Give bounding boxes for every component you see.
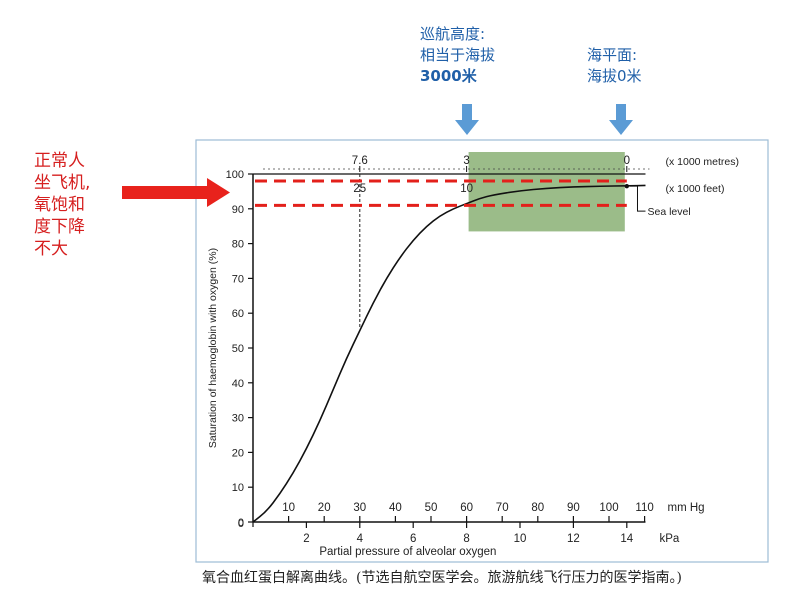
mmhg-tick-label: 100 <box>599 502 618 514</box>
y-tick-label: 90 <box>232 204 244 216</box>
passenger-annotation-line3: 氧饱和 <box>34 195 85 215</box>
y-tick-label: 0 <box>238 517 244 529</box>
sea-level-label: Sea level <box>647 206 690 218</box>
mmhg-tick-label: 30 <box>353 502 366 514</box>
y-axis-label: Saturation of haemoglobin with oxygen (%… <box>207 248 219 448</box>
mmhg-tick-label: 40 <box>389 502 402 514</box>
kpa-unit-label: kPa <box>659 533 679 545</box>
metres-tick-label: 3 <box>463 155 469 167</box>
sea-level-pointer <box>629 185 646 212</box>
metres-tick-label: 7.6 <box>352 155 368 167</box>
figure-caption: 氧合血红蛋白解离曲线。(节选自航空医学会。旅游航线飞行压力的医学指南。) <box>202 570 682 586</box>
y-tick-label: 10 <box>232 482 244 494</box>
cruise-annotation-line2: 相当于海拔 <box>420 46 496 64</box>
feet-unit-label: (x 1000 feet) <box>665 183 724 195</box>
mmhg-tick-label: 110 <box>635 502 653 514</box>
kpa-tick-label: 14 <box>620 533 633 545</box>
passenger-annotation-line2: 坐飞机, <box>34 173 91 193</box>
y-tick-label: 30 <box>232 413 244 425</box>
cruise-altitude-annotation: 巡航高度: 相当于海拔 3000米 <box>420 24 495 87</box>
metres-tick-label: 0 <box>624 155 630 167</box>
y-tick-label: 20 <box>232 447 244 459</box>
mmhg-unit-label: mm Hg <box>667 502 704 514</box>
x-origin-label: 0 <box>238 518 244 530</box>
kpa-tick-label: 12 <box>567 533 580 545</box>
sea-level-arrow-icon <box>609 104 633 135</box>
passenger-annotation-line1: 正常人 <box>34 151 85 171</box>
metres-unit-label: (x 1000 metres) <box>665 156 739 168</box>
cruise-arrow-icon <box>455 104 479 135</box>
mmhg-tick-label: 20 <box>318 502 331 514</box>
sea-level-annotation: 海平面: 海拔0米 <box>587 45 642 87</box>
cruise-annotation-line1: 巡航高度: <box>420 25 486 43</box>
dissociation-curve <box>252 184 646 523</box>
y-tick-label: 40 <box>232 378 244 390</box>
passenger-annotation: 正常人 坐飞机, 氧饱和 度下降 不大 <box>34 150 90 260</box>
mmhg-tick-label: 10 <box>282 502 295 514</box>
passenger-arrow-icon <box>122 178 230 207</box>
y-tick-label: 70 <box>232 273 244 285</box>
passenger-annotation-line5: 不大 <box>34 239 68 259</box>
y-tick-label: 60 <box>232 308 244 320</box>
sea-annotation-line2: 海拔0米 <box>587 67 642 85</box>
mmhg-tick-label: 80 <box>531 502 544 514</box>
kpa-tick-label: 2 <box>303 533 309 545</box>
highlight-region <box>468 152 625 232</box>
y-tick-label: 50 <box>232 343 244 355</box>
sea-level-point <box>624 183 629 189</box>
sea-annotation-line1: 海平面: <box>587 46 638 64</box>
mmhg-tick-label: 90 <box>567 502 580 514</box>
y-tick-label: 80 <box>232 239 244 251</box>
kpa-tick-label: 10 <box>514 533 527 545</box>
y-tick-label: 100 <box>226 169 244 181</box>
kpa-tick-label: 4 <box>357 533 364 545</box>
cruise-annotation-line3: 3000米 <box>420 67 477 85</box>
kpa-tick-label: 6 <box>410 533 416 545</box>
feet-tick-label: 10 <box>460 183 473 195</box>
passenger-annotation-line4: 度下降 <box>34 217 85 237</box>
mmhg-tick-label: 70 <box>496 502 509 514</box>
mmhg-tick-label: 60 <box>460 502 473 514</box>
x-axis-label: Partial pressure of alveolar oxygen <box>319 546 496 558</box>
kpa-tick-label: 8 <box>463 533 469 545</box>
mmhg-tick-label: 50 <box>425 502 438 514</box>
